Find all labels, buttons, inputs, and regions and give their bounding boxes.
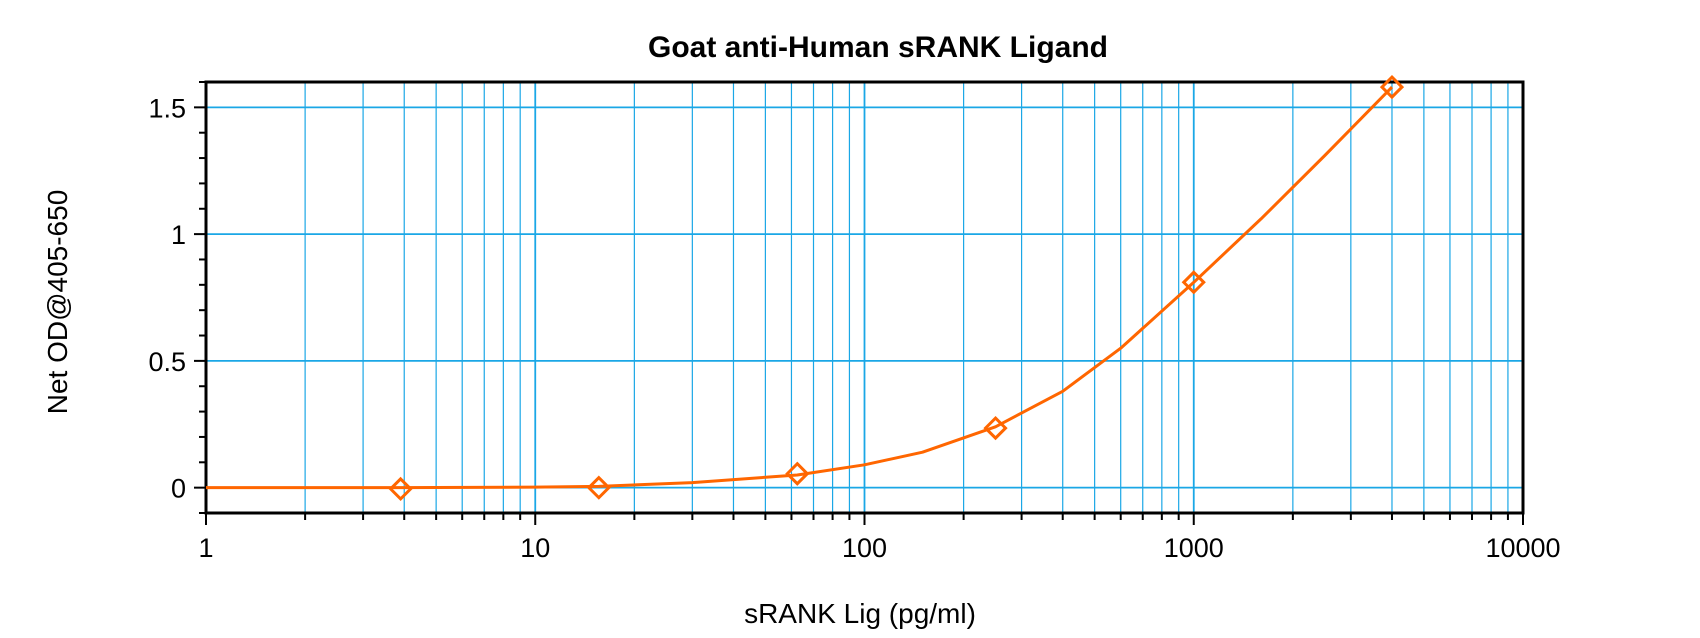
data-point-marker <box>1379 74 1405 100</box>
chart-title: Goat anti-Human sRANK Ligand <box>648 31 1108 64</box>
x-tick-label: 1 <box>198 533 213 563</box>
axes: 1 10 100 1000 10000 0 0.5 1 1.5 <box>148 80 1561 563</box>
fit-curve-line <box>206 86 1394 490</box>
data-point-marker <box>586 475 611 500</box>
x-axis-title: sRANK Lig (pg/ml) <box>744 598 976 629</box>
x-tick-label: 10 <box>520 533 550 563</box>
grid <box>206 82 1523 513</box>
data-point-marker <box>785 461 810 486</box>
data-point-marker <box>388 476 413 502</box>
y-tick-label: 1 <box>171 220 186 250</box>
series <box>206 74 1405 502</box>
x-tick-label: 100 <box>842 533 887 563</box>
y-tick-label: 0.5 <box>148 347 186 377</box>
x-tick-label: 10000 <box>1485 533 1560 563</box>
data-point-marker <box>1181 270 1206 295</box>
y-axis-title: Net OD@405-650 <box>42 190 73 415</box>
y-tick-label: 1.5 <box>148 93 186 123</box>
y-tick-label: 0 <box>171 474 186 504</box>
x-tick-label: 1000 <box>1164 533 1224 563</box>
data-point-marker <box>983 415 1008 441</box>
